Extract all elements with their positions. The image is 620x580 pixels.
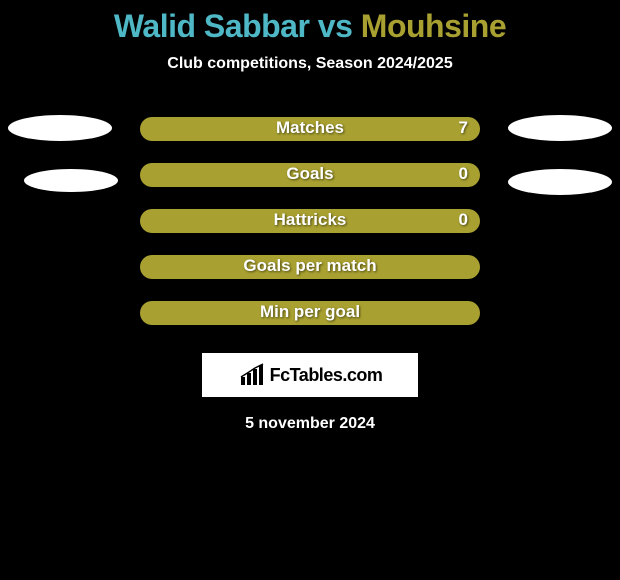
player1-ellipse <box>8 115 112 141</box>
stat-row: Hattricks 0 <box>0 203 620 249</box>
stat-label: Hattricks <box>274 210 347 230</box>
logo-text: FcTables.com <box>270 365 383 386</box>
stat-value: 7 <box>459 118 468 138</box>
stat-label: Min per goal <box>260 302 360 322</box>
fctables-chart-icon <box>238 363 268 387</box>
page-title: Walid Sabbar vs Mouhsine <box>0 0 620 45</box>
subtitle: Club competitions, Season 2024/2025 <box>0 55 620 73</box>
player2-ellipse <box>508 169 612 195</box>
stat-row: Matches 7 <box>0 111 620 157</box>
logo-box: FcTables.com <box>202 353 418 397</box>
stat-label: Goals per match <box>243 256 376 276</box>
comparison-bars: Matches 7 Goals 0 Hattricks 0 Goals per match M… <box>0 111 620 341</box>
title-player1: Walid Sabbar <box>114 8 310 44</box>
stat-value: 0 <box>459 164 468 184</box>
stat-label: Matches <box>276 118 344 138</box>
stat-label: Goals <box>286 164 333 184</box>
stat-row: Goals per match <box>0 249 620 295</box>
title-vs: vs <box>309 8 360 44</box>
player2-ellipse <box>508 115 612 141</box>
stat-row: Min per goal <box>0 295 620 341</box>
stat-value: 0 <box>459 210 468 230</box>
stat-row: Goals 0 <box>0 157 620 203</box>
player1-ellipse <box>24 169 118 192</box>
title-player2: Mouhsine <box>361 8 506 44</box>
footer-date: 5 november 2024 <box>0 415 620 433</box>
